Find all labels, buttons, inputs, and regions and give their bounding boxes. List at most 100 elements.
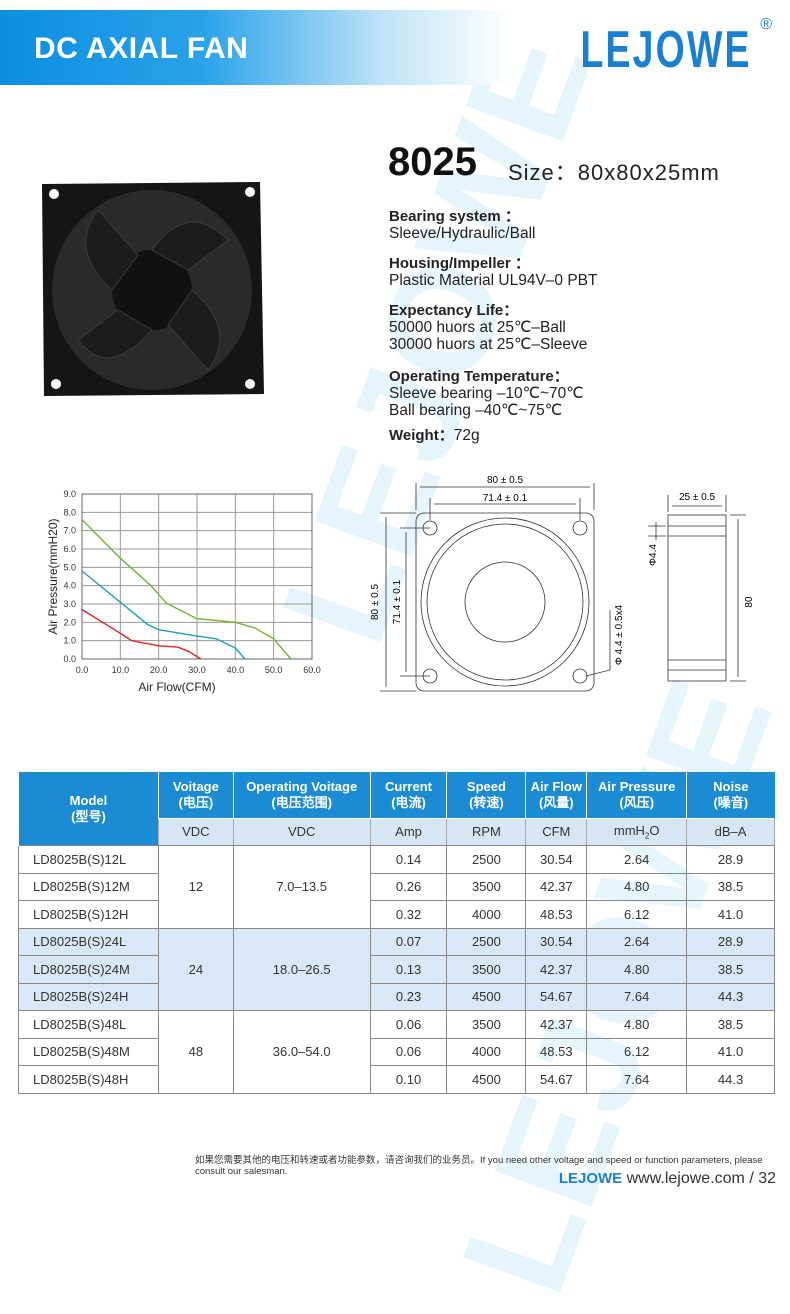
y-tick-label: 7.0: [63, 526, 76, 536]
spec-item: Bearing system ： Sleeve/Hydraulic/Ball: [389, 208, 535, 242]
height-dim: 80 ± 0.5: [370, 584, 381, 621]
y-tick-label: 4.0: [63, 581, 76, 591]
column-header: Voitage (电压): [157, 772, 234, 818]
y-tick-label: 9.0: [63, 489, 76, 499]
header-text: Model: [69, 792, 108, 808]
value-cell: 42.37: [525, 955, 588, 984]
column-header: Current (电流): [369, 772, 447, 818]
value-cell: 30.54: [525, 845, 588, 874]
value-cell: 48.53: [525, 900, 588, 929]
value-cell: 4500: [446, 982, 527, 1011]
depth-dim: 25 ± 0.5: [679, 492, 716, 503]
unit-cell: dB–A: [686, 817, 775, 846]
value-cell: 0.06: [369, 1010, 448, 1039]
series-line-1: [81, 570, 246, 660]
value-cell: 4.80: [586, 1010, 688, 1039]
x-tick-label: 40.0: [227, 665, 245, 675]
column-header: Air Pressure (风压): [586, 772, 687, 818]
table-row: LD8025B(S)48M 0.06 4000 48.53 6.12 41.0: [18, 1037, 775, 1066]
header-text: (电流): [391, 794, 426, 810]
value-cell: 42.37: [525, 1010, 588, 1039]
value-cell: 6.12: [586, 1037, 688, 1066]
value-cell: 4500: [446, 1065, 527, 1094]
value-cell: 0.07: [369, 927, 448, 956]
weight-value: 72g: [453, 427, 480, 444]
voltage-cell: 48: [157, 1010, 234, 1094]
hole-spacing-dim: 71.4 ± 0.1: [483, 493, 528, 504]
weight-spec: Weight：72g: [389, 427, 480, 444]
spec-value: 30000 huors at 25℃–Sleeve: [389, 336, 588, 353]
column-header: Operating Voitage (电压范围): [232, 772, 371, 818]
spec-label: Bearing system ：: [389, 208, 520, 225]
hole-spacing-vertical-dim: 71.4 ± 0.1: [392, 579, 403, 624]
spec-value: Sleeve bearing –10℃~70℃: [389, 385, 584, 402]
x-tick-label: 0.0: [76, 665, 89, 675]
x-tick-label: 50.0: [265, 665, 283, 675]
value-cell: 30.54: [525, 927, 588, 956]
header-text: (转速): [469, 794, 504, 810]
header-text: Air Pressure: [598, 778, 676, 794]
registered-mark: ®: [760, 16, 772, 33]
table-row: LD8025B(S)24H 0.23 4500 54.67 7.64 44.3: [18, 982, 775, 1011]
table-row: LD8025B(S)12M 0.26 3500 42.37 4.80 38.5: [18, 872, 775, 901]
value-cell: 0.06: [369, 1037, 448, 1066]
spec-item: Expectancy Life： 50000 huors at 25℃–Ball 3…: [389, 302, 587, 353]
value-cell: 0.10: [369, 1065, 448, 1094]
voltage-range-cell: 36.0–54.0: [232, 1010, 371, 1094]
value-cell: 42.37: [525, 872, 588, 901]
spec-value: Plastic Material UL94V–0 PBT: [389, 272, 598, 289]
table-row: LD8025B(S)24M 0.13 3500 42.37 4.80 38.5: [18, 955, 775, 984]
value-cell: 4.80: [586, 955, 688, 984]
value-cell: 0.26: [369, 872, 448, 901]
y-tick-label: 3.0: [63, 599, 76, 609]
unit-cell: VDC: [157, 817, 234, 846]
y-tick-label: 0.0: [63, 654, 76, 664]
series-line-0: [81, 519, 292, 660]
phi-dim: Φ4.4: [648, 544, 659, 566]
value-cell: 4000: [446, 900, 527, 929]
column-header: Noise (噪音): [686, 772, 775, 818]
header-text: (噪音): [713, 794, 749, 810]
header-text: (电压范围): [271, 794, 333, 810]
spec-value: Ball bearing –40℃~75℃: [389, 402, 563, 419]
width-dim: 80 ± 0.5: [487, 475, 524, 486]
y-axis-label: Air Pressure(mmH20): [46, 518, 60, 634]
value-cell: 4.80: [586, 872, 688, 901]
footer: LEJOWE www.lejowe.com / 32: [559, 1170, 776, 1188]
header-text: (风量): [538, 794, 574, 810]
value-cell: 2.64: [586, 927, 688, 956]
value-cell: 38.5: [686, 955, 775, 984]
side-height-dim: 80: [744, 596, 755, 608]
table-row: LD8025B(S)24L 24 18.0–26.5 0.07 2500 30.54 2.6…: [18, 927, 775, 1011]
x-tick-label: 20.0: [150, 665, 168, 675]
footer-site[interactable]: www.lejowe.com / 32: [626, 1170, 776, 1187]
pq-curve-chart: 0.0 10.0 20.0 30.0 40.0 50.0 60.0 0.0 1.0 2.0 3.0 4…: [46, 489, 321, 694]
plot-frame: [81, 493, 313, 660]
unit-cell: Amp: [369, 817, 448, 846]
value-cell: 54.67: [525, 982, 588, 1011]
value-cell: 38.5: [686, 1010, 775, 1039]
value-cell: 41.0: [686, 900, 775, 929]
y-tick-label: 1.0: [63, 636, 76, 646]
table-row: LD8025B(S)12L 12 7.0–13.5 0.14 2500 30.54 2.64…: [18, 845, 775, 929]
footer-brand: LEJOWE: [558, 1170, 623, 1187]
x-tick-label: 30.0: [188, 665, 206, 675]
value-cell: 28.9: [686, 927, 775, 956]
value-cell: 3500: [446, 1010, 527, 1039]
weight-label: Weight：: [389, 427, 454, 444]
footer-note: 如果您需要其他的电压和转速或者功能参数，请咨询我们的业务员。If you nee…: [195, 1155, 763, 1177]
model-cell: LD8025B(S)48H: [18, 1065, 159, 1094]
value-cell: 7.64: [586, 982, 688, 1011]
spec-label: Operating Temperature：: [389, 368, 569, 385]
unit-cell: RPM: [446, 817, 527, 846]
header-text: Noise: [713, 778, 749, 794]
model-cell: LD8025B(S)24M: [18, 955, 159, 984]
model-cell: LD8025B(S)48M: [18, 1037, 159, 1066]
y-tick-label: 2.0: [63, 617, 76, 627]
voltage-cell: 24: [157, 927, 234, 1011]
unit-cell: CFM: [525, 817, 588, 846]
table-row: LD8025B(S)12H 0.32 4000 48.53 6.12 41.0: [18, 900, 775, 929]
value-cell: 4000: [446, 1037, 527, 1066]
title-banner: DC AXIAL FAN: [0, 10, 510, 85]
value-cell: 54.67: [525, 1065, 588, 1094]
